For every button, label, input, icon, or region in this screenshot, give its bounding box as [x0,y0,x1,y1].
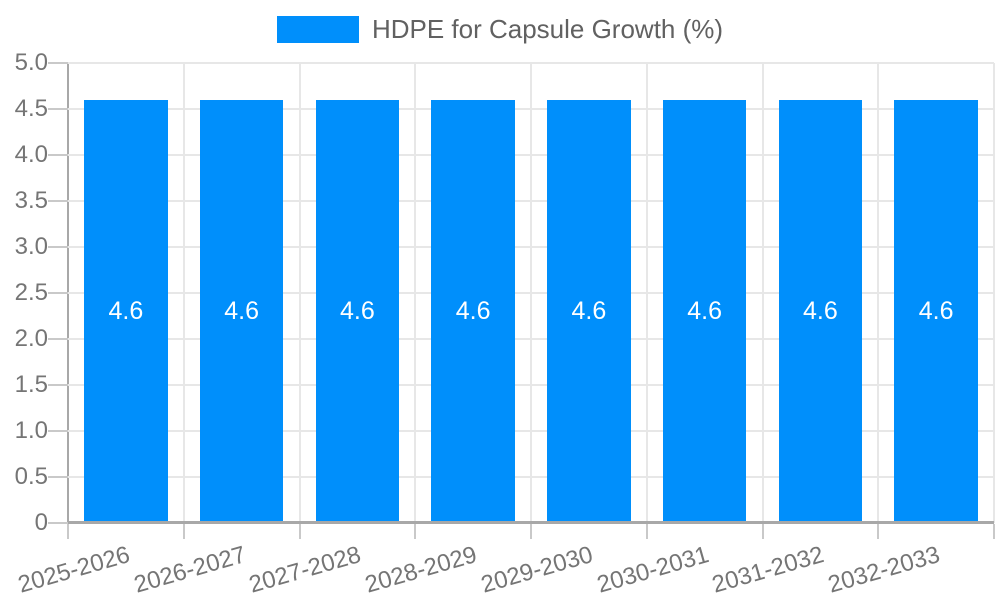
y-tick-label: 0 [34,509,48,536]
x-axis-tick [645,524,648,539]
plot-area: 4.6 4.6 4.6 4.6 4.6 4.6 4.6 4.6 [68,62,995,523]
bar-value-label: 4.6 [224,297,259,326]
x-axis-tick [877,524,880,539]
y-axis-tick [48,154,68,156]
bar-value-label: 4.6 [455,297,491,326]
y-axis-tick [48,108,68,110]
y-axis-tick [48,62,68,64]
v-gridline [993,63,995,523]
y-tick-label: 2.5 [14,279,48,306]
y-tick-label: 4.0 [14,141,48,168]
v-gridline [414,63,417,523]
bar [662,99,747,523]
y-tick-label: 1.0 [14,417,48,444]
bar-value-label: 4.6 [339,297,375,326]
bar-value-label: 4.6 [687,297,722,326]
y-tick-label: 0.5 [14,463,48,490]
legend-swatch [276,16,359,43]
bar-value-label: 4.6 [802,297,838,326]
bar-value-label: 4.6 [571,297,607,326]
y-axis-tick [48,338,68,340]
v-gridline [877,63,880,523]
bar-value-label: 4.6 [108,297,144,326]
legend: HDPE for Capsule Growth (%) [0,14,1000,45]
x-axis-tick [67,524,69,539]
x-axis-tick [761,524,764,539]
x-axis-tick [298,524,301,539]
y-axis-tick [48,476,68,478]
v-gridline [645,63,648,523]
x-axis-tick [182,524,185,539]
bar [778,99,863,523]
v-gridline [761,63,764,523]
y-axis-tick [48,430,68,432]
bar [547,99,631,523]
y-tick-label: 1.5 [14,371,48,398]
legend-label: HDPE for Capsule Growth (%) [371,14,724,44]
y-axis-tick [48,292,68,294]
y-axis-tick [48,522,68,524]
x-axis-tick [530,524,532,539]
bar [315,99,400,523]
bar-value-label: 4.6 [918,297,954,326]
y-axis-tick [48,246,68,248]
bar [431,99,515,523]
v-gridline [182,63,185,523]
v-gridline [298,63,301,523]
y-tick-label: 4.5 [14,95,48,122]
bar [199,99,284,523]
y-tick-label: 2.0 [14,325,48,352]
y-tick-label: 3.0 [14,233,48,260]
y-axis-tick [48,200,68,202]
x-axis-line [68,521,994,524]
bar [84,99,168,523]
x-axis-tick [414,524,417,539]
bar [894,99,978,523]
y-tick-label: 3.5 [14,187,48,214]
x-axis-tick [993,524,995,539]
v-gridline [530,63,532,523]
y-tick-label: 5.0 [14,49,48,76]
y-axis-tick [48,384,68,386]
